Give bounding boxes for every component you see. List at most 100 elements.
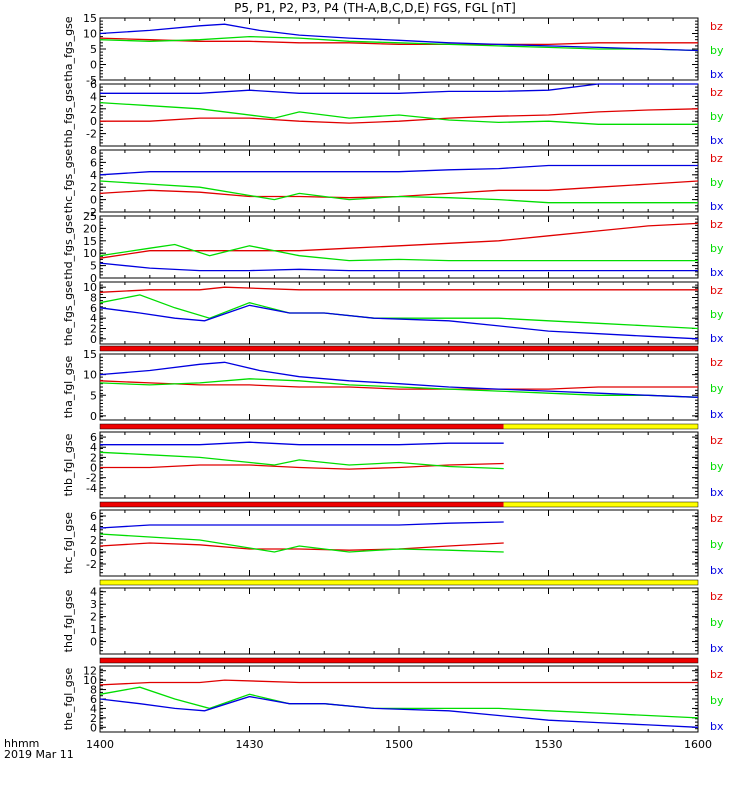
legend-bx: bx [710,332,724,345]
series-bz-line [99,542,504,551]
series-by-line [99,294,699,330]
x-tick-label: 1400 [86,738,114,751]
y-tick-label: 0 [90,59,97,72]
y-tick-label: 5 [90,260,97,273]
series-bz-line [100,108,699,124]
legend-by: by [710,110,724,123]
x-tick-label: 1530 [535,738,563,751]
y-tick-label: 10 [83,28,97,41]
series-bx-line [99,23,699,52]
series-by-line [99,101,698,125]
y-tick-label: -2 [86,558,97,571]
y-tick-label: 5 [90,389,97,402]
series-bz-line [99,679,698,686]
series-bz-line [99,222,699,259]
time-axis-label: hhmm [4,737,40,750]
series-bx-line [99,361,699,398]
data-coverage-frame [99,657,699,664]
series-bx-line [99,695,699,728]
y-tick-label: -2 [86,206,97,219]
y-tick-label: -2 [86,128,97,141]
panel-frame [99,587,699,655]
legend-bx: bx [710,68,724,81]
panel-tha_fgl_gse: 15 10 5 0 tha_fgl_gse bz by bx [62,348,724,423]
series-bz-line [99,37,698,46]
data-coverage-bar [100,658,698,663]
y-tick-label: 2 [90,712,97,725]
y-tick-label: 2 [90,451,97,464]
series-bx-line [99,304,699,340]
y-tick-label: 0 [90,410,97,423]
legend-bz: bz [710,590,723,603]
y-tick-label: 10 [83,369,97,382]
data-coverage-frame [99,345,699,352]
x-tick-label: 1500 [385,738,413,751]
y-tick-label: 10 [83,281,97,294]
legend-bz: bz [710,218,723,231]
y-tick-label: 20 [83,222,97,235]
y-axis-label: thd_fgs_gse [62,214,75,280]
legend-bx: bx [710,486,724,499]
data-coverage-bar [100,424,504,429]
y-tick-label: 2 [90,103,97,116]
panel-tha_fgs_gse: 15 10 5 0 -5 tha_fgs_gse bz by bx [62,12,724,87]
legend-by: by [710,616,724,629]
legend-bz: bz [710,152,723,165]
y-axis-label: the_fgl_gse [62,668,75,731]
series-by-line [99,533,504,553]
chart-title: P5, P1, P2, P3, P4 (TH-A,B,C,D,E) FGS, F… [234,1,516,15]
y-tick-label: -4 [86,482,97,495]
legend-bz: bz [710,284,723,297]
legend-bz: bz [710,668,723,681]
data-coverage-frame [99,423,699,430]
y-tick-label: 4 [90,522,97,535]
y-tick-label: 0 [90,272,97,285]
y-tick-label: 4 [90,169,97,182]
x-tick-label: 1430 [236,738,264,751]
y-tick-label: 8 [90,144,97,157]
series-bz-line [99,380,698,390]
y-tick-label: 4 [90,586,97,599]
y-tick-label: 2 [90,181,97,194]
y-tick-label: 4 [90,90,97,103]
x-tick-label: 1600 [684,738,712,751]
legend-bz: bz [710,86,723,99]
y-tick-label: 2 [90,323,97,336]
legend-bx: bx [710,134,724,147]
data-coverage-frame [99,501,699,508]
y-tick-label: 1 [90,623,97,636]
y-tick-label: 6 [90,302,97,315]
legend-by: by [710,176,724,189]
legend-by: by [710,538,724,551]
series-bx-line [100,83,698,94]
legend-bz: bz [710,512,723,525]
legend-bx: bx [710,564,724,577]
y-tick-label: 15 [83,348,97,361]
y-axis-label: tha_fgl_gse [62,356,75,419]
series-by-line [99,243,698,262]
panel-frame [99,215,699,279]
y-tick-label: 15 [83,12,97,25]
y-tick-label: 2 [90,534,97,547]
y-tick-label: -5 [86,74,97,87]
y-tick-label: 6 [90,78,97,91]
y-tick-label: 8 [90,292,97,305]
y-tick-label: 0 [90,721,97,734]
y-tick-label: 15 [83,235,97,248]
y-tick-label: 6 [90,510,97,523]
y-tick-label: 2 [90,611,97,624]
y-axis-label: thc_fgs_gse [62,149,75,214]
series-bx-line [99,262,698,272]
y-tick-label: 3 [90,598,97,611]
y-axis-label: thb_fgl_gse [62,433,75,496]
y-tick-label: 0 [90,462,97,475]
y-tick-label: 10 [83,247,97,260]
legend-by: by [710,694,724,707]
panel-frame [99,509,699,577]
series-by-line [99,180,698,204]
data-coverage-bar [100,346,698,351]
